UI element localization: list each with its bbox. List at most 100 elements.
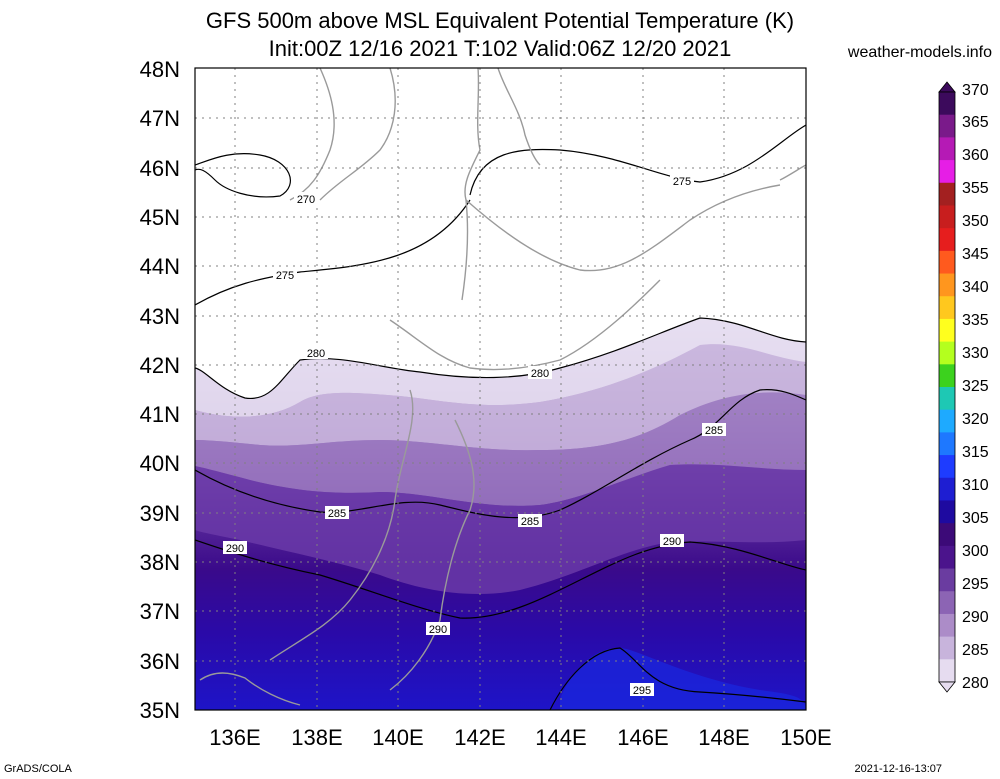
colorbar-swatch — [939, 613, 955, 638]
map-plot-area: 270 275 275 280 280 285 285 285 290 290 … — [195, 68, 806, 710]
svg-text:290: 290 — [663, 536, 681, 548]
colorbar-swatch — [939, 636, 955, 660]
colorbar-swatch — [939, 114, 955, 138]
colorbar-swatch — [939, 545, 955, 570]
colorbar-swatch — [939, 455, 955, 479]
contour-label-290-a: 290 — [223, 541, 247, 555]
colorbar-label: 295 — [962, 576, 989, 593]
colorbar-label: 315 — [962, 444, 989, 461]
coast-hokkaido-south — [389, 279, 661, 371]
svg-text:275: 275 — [673, 176, 691, 188]
contour-lines — [195, 124, 806, 710]
colorbar-swatch — [939, 205, 955, 229]
longitude-axis: 136E 138E 140E 142E 144E 146E 148E 150E — [209, 725, 831, 750]
contour-label-285-a: 285 — [325, 506, 349, 520]
svg-text:280: 280 — [307, 348, 325, 360]
coast-hokkaido-north — [465, 184, 781, 272]
colorbar-swatch — [939, 568, 955, 592]
colorbar-swatch — [939, 432, 955, 456]
coastlines — [199, 68, 806, 706]
colorbar-label: 350 — [962, 213, 989, 230]
colorbar — [938, 81, 956, 693]
colorbar-swatch — [939, 182, 955, 206]
colorbar-bottom-arrow — [938, 681, 956, 693]
colorbar-label: 320 — [962, 411, 989, 428]
contour-label-280-a: 280 — [304, 346, 328, 360]
contour-295 — [549, 647, 806, 710]
contour-label-295-a: 295 — [630, 683, 654, 697]
warm-core — [560, 648, 806, 710]
lon-label: 144E — [535, 725, 586, 750]
lon-label: 148E — [698, 725, 749, 750]
lat-label: 45N — [140, 205, 180, 230]
contour-label-290-c: 290 — [660, 534, 684, 548]
colorbar-labels: 370 365 360 355 350 345 340 335 330 325 … — [962, 82, 989, 692]
lat-label: 36N — [140, 649, 180, 674]
contour-label-285-b: 285 — [518, 514, 542, 528]
coast-sakhalin-east — [497, 68, 541, 166]
svg-text:295: 295 — [633, 685, 651, 697]
contour-label-275-b: 275 — [670, 174, 694, 188]
lon-label: 146E — [617, 725, 668, 750]
coast-primorye — [289, 68, 335, 201]
contour-label-280-b: 280 — [528, 366, 552, 380]
contour-285 — [195, 389, 806, 519]
coast-kuril — [779, 164, 806, 181]
svg-text:290: 290 — [226, 543, 244, 555]
map-title: GFS 500m above MSL Equivalent Potential … — [205, 8, 795, 33]
lat-label: 39N — [140, 501, 180, 526]
colorbar-label: 370 — [962, 82, 989, 99]
colorbar-swatch — [939, 250, 955, 275]
colorbar-swatch — [939, 273, 955, 297]
contour-label-290-b: 290 — [426, 622, 450, 636]
colorbar-label: 305 — [962, 510, 989, 527]
coast-honshu-west — [269, 389, 414, 661]
lat-label: 42N — [140, 353, 180, 378]
lat-label: 43N — [140, 304, 180, 329]
lat-label: 35N — [140, 698, 180, 723]
coast-coast-north — [319, 68, 396, 201]
map-subtitle: Init:00Z 12/16 2021 T:102 Valid:06Z 12/2… — [268, 36, 732, 61]
lon-label: 140E — [372, 725, 423, 750]
lon-label: 136E — [209, 725, 260, 750]
contour-275-east — [469, 124, 806, 196]
colorbar-swatch — [939, 341, 955, 365]
colorbar-label: 360 — [962, 147, 989, 164]
lat-label: 48N — [140, 57, 180, 82]
lat-label: 40N — [140, 451, 180, 476]
graticule — [195, 68, 806, 710]
lat-label: 41N — [140, 402, 180, 427]
lon-label: 138E — [291, 725, 342, 750]
colorbar-label: 325 — [962, 378, 989, 395]
shade-band-2 — [195, 344, 806, 451]
colorbar-swatch — [939, 500, 955, 524]
svg-text:285: 285 — [328, 508, 346, 520]
footer-software: GrADS/COLA — [4, 763, 72, 775]
colorbar-label: 340 — [962, 279, 989, 296]
colorbar-swatch — [939, 228, 955, 252]
contour-270 — [195, 153, 291, 198]
colorbar-label: 355 — [962, 180, 989, 197]
colorbar-label: 310 — [962, 477, 989, 494]
lat-label: 37N — [140, 599, 180, 624]
colorbar-swatch — [939, 92, 955, 116]
svg-text:270: 270 — [297, 194, 315, 206]
colorbar-top-arrow — [938, 81, 956, 93]
colorbar-label: 330 — [962, 345, 989, 362]
contour-label-285-c: 285 — [702, 423, 726, 437]
lon-label: 142E — [454, 725, 505, 750]
colorbar-label: 335 — [962, 312, 989, 329]
lon-label: 150E — [780, 725, 831, 750]
svg-text:285: 285 — [705, 425, 723, 437]
colorbar-swatch — [939, 591, 955, 615]
shade-band-1 — [195, 318, 806, 417]
colorbar-swatch — [939, 659, 955, 683]
contour-275-west — [195, 199, 471, 306]
coast-honshu-sw — [199, 672, 301, 706]
colorbar-swatch — [939, 318, 955, 343]
site-credit: weather-models.info — [847, 44, 992, 61]
svg-text:275: 275 — [276, 270, 294, 282]
colorbar-swatch — [939, 477, 955, 501]
shade-band-3 — [195, 392, 806, 506]
